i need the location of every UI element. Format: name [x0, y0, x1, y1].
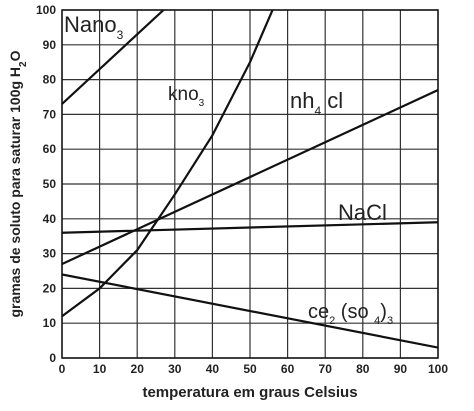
x-tick-label: 10: [93, 362, 107, 376]
label-part: kno: [168, 84, 199, 105]
subscript: 4: [314, 104, 321, 118]
y-axis-title: gramas de soluto para saturar 100g H2O: [7, 50, 29, 317]
series-line: [62, 10, 274, 318]
subscript: 3: [117, 28, 124, 42]
x-tick-label: 30: [168, 362, 182, 376]
subscript: 2: [18, 61, 29, 67]
series-label: kno3: [168, 84, 205, 109]
y-tick-label: 30: [43, 247, 57, 261]
label-part: NaCl: [338, 200, 387, 225]
series-line: [62, 273, 438, 349]
series-label: ce2 (so 4)3: [308, 301, 393, 327]
x-tick-label: 20: [131, 362, 145, 376]
series-label: Nano3: [64, 12, 124, 42]
label-part: cl: [321, 88, 343, 113]
series-label: nh4 cl: [290, 88, 343, 118]
y-tick-label: 80: [43, 73, 57, 87]
plot-frame: [61, 9, 439, 359]
label-part: gramas de soluto para saturar 100g H: [7, 67, 23, 318]
x-axis-title: temperatura em graus Celsius: [142, 384, 357, 401]
x-tick-label: 70: [319, 362, 333, 376]
series-label: NaCl: [338, 200, 387, 225]
x-tick-label: 40: [206, 362, 220, 376]
x-tick-label: 60: [281, 362, 295, 376]
label-part: (so: [335, 301, 374, 323]
x-tick-label: 0: [59, 362, 66, 376]
y-tick-label: 10: [43, 316, 57, 330]
x-tick-label: 90: [394, 362, 408, 376]
y-tick-label: 50: [43, 177, 57, 191]
y-tick-label: 90: [43, 38, 57, 52]
x-tick-label: 80: [356, 362, 370, 376]
y-tick-label: 0: [49, 351, 56, 365]
label-part: ): [380, 301, 387, 323]
label-part: Nano: [64, 12, 117, 37]
subscript: 2: [329, 315, 335, 327]
subscript: 4: [374, 315, 380, 327]
series-line: [62, 89, 438, 266]
subscript: 3: [387, 315, 393, 327]
series-line: [62, 10, 165, 105]
x-tick-label: 50: [243, 362, 257, 376]
label-part: ce: [308, 301, 329, 323]
y-tick-label: 100: [36, 3, 56, 17]
label-part: nh: [290, 88, 314, 113]
subscript: 3: [199, 98, 205, 109]
y-tick-label: 60: [43, 142, 57, 156]
y-tick-label: 40: [43, 212, 57, 226]
x-tick-label: 100: [428, 362, 448, 376]
y-tick-label: 20: [43, 281, 57, 295]
series-line: [62, 221, 438, 234]
label-part: O: [7, 50, 23, 61]
y-tick-label: 70: [43, 107, 57, 121]
